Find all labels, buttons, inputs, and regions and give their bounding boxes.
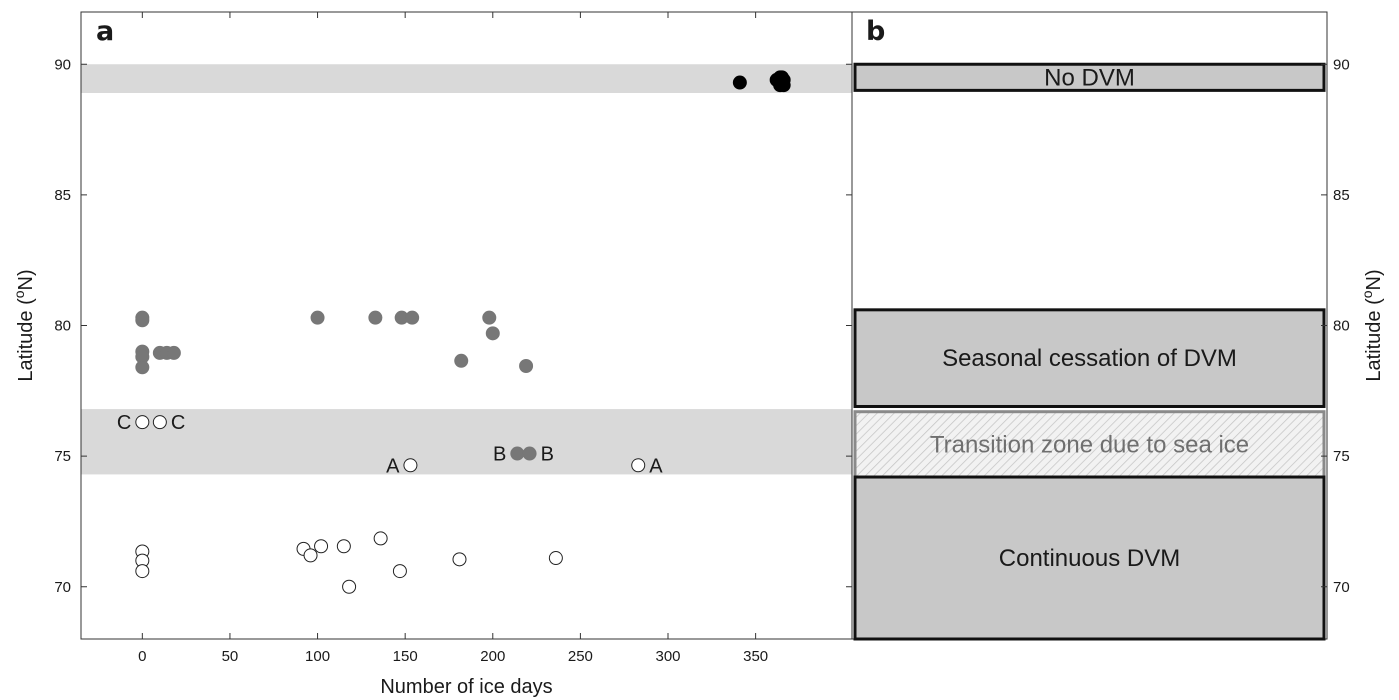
y-axis-label-right-suffix: N) <box>1363 269 1385 290</box>
y-axis-label-left-prefix: Latitude ( <box>15 298 37 382</box>
x-tick-label: 200 <box>480 648 505 665</box>
y-axis-label-left: Latitude (oN) <box>11 269 37 381</box>
x-tick-label: 50 <box>222 648 239 665</box>
data-point <box>522 446 537 461</box>
right-y-tick-label: 85 <box>1333 187 1350 204</box>
data-point <box>336 539 351 554</box>
zone-label: Seasonal cessation of DVM <box>942 345 1237 372</box>
data-point <box>519 358 534 373</box>
x-axis-label: Number of ice days <box>380 676 552 698</box>
dvm-zones: No DVM Seasonal cessation of DVM Transitio… <box>853 62 1326 641</box>
zone-box <box>853 62 1326 92</box>
data-point <box>510 446 525 461</box>
point-annotation: B <box>493 444 506 466</box>
x-axis-ticks: 0 50 100 150 200 250 300 350 <box>138 12 768 665</box>
data-point <box>373 531 388 546</box>
x-tick-label: 0 <box>138 648 146 665</box>
y-tick-label: 80 <box>54 318 71 335</box>
point-annotation: A <box>386 455 400 477</box>
y-axis-label-left-sup: o <box>11 290 27 298</box>
zone-box <box>853 410 1326 479</box>
y-axis-label-right: Latitude (oN) <box>1359 269 1385 381</box>
data-point <box>152 415 167 430</box>
data-point <box>403 458 418 473</box>
point-annotation: C <box>117 412 131 434</box>
y-tick-label: 90 <box>54 56 71 73</box>
data-point <box>368 310 383 325</box>
y-axis-label-right-prefix: Latitude ( <box>1363 298 1385 382</box>
data-point <box>454 353 469 368</box>
data-point <box>135 360 150 375</box>
zone-box <box>853 475 1326 641</box>
point-annotations: C C A B B A <box>117 412 663 477</box>
point-annotation: B <box>541 444 554 466</box>
data-point <box>135 415 150 430</box>
y-axis-label-left-suffix: N) <box>15 269 37 290</box>
shaded-band <box>81 409 852 475</box>
y-tick-label: 70 <box>54 579 71 596</box>
right-y-tick-label: 75 <box>1333 448 1350 465</box>
x-tick-label: 150 <box>393 648 418 665</box>
zone-label: Continuous DVM <box>999 545 1180 572</box>
data-point <box>310 310 325 325</box>
scatter-points <box>135 70 791 594</box>
data-point <box>166 345 181 360</box>
data-point <box>485 326 500 341</box>
data-point <box>135 564 150 579</box>
data-point <box>135 310 150 325</box>
y-tick-label: 75 <box>54 448 71 465</box>
data-point <box>452 552 467 567</box>
panel-letter-b: b <box>866 16 885 47</box>
data-point <box>482 310 497 325</box>
zone-label: Transition zone due to sea ice <box>930 431 1249 458</box>
x-tick-label: 100 <box>305 648 330 665</box>
y-axis-ticks: 70 75 80 85 90 <box>54 56 852 596</box>
shaded-band <box>81 64 852 93</box>
right-y-tick-label: 70 <box>1333 579 1350 596</box>
point-annotation: A <box>649 455 663 477</box>
right-y-tick-label: 90 <box>1333 56 1350 73</box>
data-point <box>631 458 646 473</box>
y-axis-label-right-sup: o <box>1359 290 1375 298</box>
data-point <box>776 78 791 93</box>
zone-box <box>853 308 1326 408</box>
data-point <box>314 539 329 554</box>
x-tick-label: 300 <box>655 648 680 665</box>
plot-frame-a <box>80 11 853 640</box>
x-tick-label: 350 <box>743 648 768 665</box>
right-y-axis-ticks: 70 75 80 85 90 <box>1321 56 1350 596</box>
x-tick-label: 250 <box>568 648 593 665</box>
zone-label: No DVM <box>1044 64 1135 91</box>
point-annotation: C <box>171 412 185 434</box>
data-point <box>303 548 318 563</box>
panel-b: No DVM Seasonal cessation of DVM Transitio… <box>851 11 1385 641</box>
data-point <box>548 551 563 566</box>
data-point <box>732 75 747 90</box>
y-tick-label: 85 <box>54 187 71 204</box>
shaded-bands <box>81 64 852 475</box>
data-point <box>392 564 407 579</box>
data-point <box>342 579 357 594</box>
data-point <box>405 310 420 325</box>
panel-letter-a: a <box>96 16 114 47</box>
right-y-tick-label: 80 <box>1333 318 1350 335</box>
